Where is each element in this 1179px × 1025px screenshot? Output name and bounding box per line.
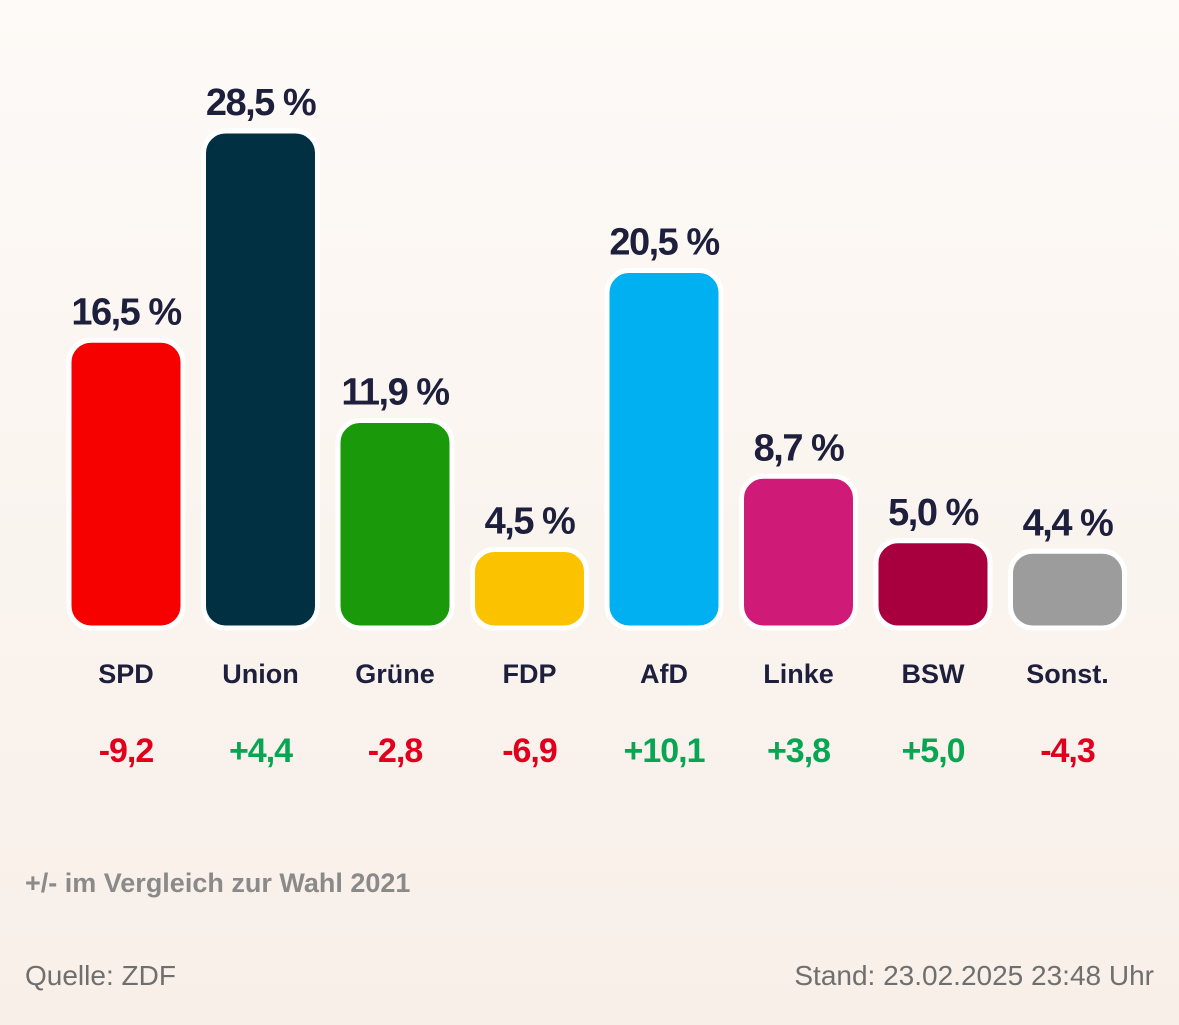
value-label: 20,5 %	[609, 222, 719, 264]
value-label: 11,9 %	[341, 371, 449, 413]
bar	[335, 417, 455, 631]
category-label: BSW	[902, 659, 966, 689]
bar	[873, 538, 993, 631]
category-label: Grüne	[355, 659, 435, 689]
bar-group-sonst: 4,4 % Sonst. -4,3	[1008, 502, 1127, 770]
bar-group-spd: 16,5 % SPD -9,2	[66, 291, 186, 770]
bar	[201, 128, 320, 631]
value-label: 4,5 %	[485, 501, 575, 543]
bar	[1008, 548, 1127, 631]
bar	[604, 268, 724, 631]
bar	[66, 337, 186, 631]
bar-group-linke: 8,7 % Linke +3,8	[739, 427, 858, 770]
category-label: SPD	[98, 659, 154, 689]
bar-group-grüne: 11,9 % Grüne -2,8	[335, 371, 455, 770]
bar-group-union: 28,5 % Union +4,4	[201, 82, 320, 770]
value-label: 28,5 %	[206, 82, 316, 124]
category-label: Linke	[763, 659, 834, 689]
value-label: 4,4 %	[1023, 502, 1113, 544]
change-label: -2,8	[368, 732, 423, 770]
bar-chart: 16,5 % SPD -9,2 28,5 % Union +4,4 11,9 % Grüne -…	[66, 82, 1127, 770]
value-label: 5,0 %	[888, 492, 978, 534]
category-label: Union	[222, 659, 298, 689]
category-label: FDP	[503, 659, 557, 689]
bar	[739, 473, 858, 631]
change-label: +5,0	[901, 732, 964, 770]
bar	[470, 547, 589, 631]
change-label: +10,1	[623, 732, 704, 770]
bar-group-bsw: 5,0 % BSW +5,0	[873, 492, 993, 770]
bar-group-fdp: 4,5 % FDP -6,9	[470, 501, 589, 770]
bar-group-afd: 20,5 % AfD +10,1	[604, 222, 724, 770]
change-label: -6,9	[502, 732, 557, 770]
timestamp-label: Stand: 23.02.2025 23:48 Uhr	[794, 960, 1154, 991]
category-label: Sonst.	[1026, 659, 1109, 689]
change-label: +3,8	[767, 732, 830, 770]
change-label: +4,4	[229, 732, 293, 770]
value-label: 16,5 %	[71, 291, 181, 333]
source-label: Quelle: ZDF	[25, 960, 176, 991]
change-note: +/- im Vergleich zur Wahl 2021	[25, 868, 411, 898]
change-label: -4,3	[1040, 732, 1095, 770]
change-label: -9,2	[99, 732, 154, 770]
category-label: AfD	[640, 659, 688, 689]
value-label: 8,7 %	[754, 427, 844, 469]
